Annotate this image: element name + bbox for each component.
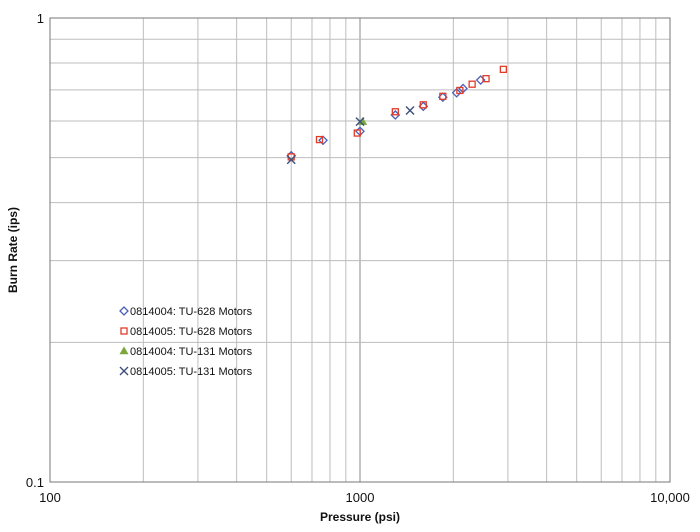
grid <box>50 18 670 482</box>
x-axis-title: Pressure (psi) <box>320 510 400 524</box>
legend-label: 0814005: TU-131 Motors <box>130 366 253 378</box>
y-axis-title: Burn Rate (ips) <box>6 207 20 293</box>
legend-diamond-marker <box>119 306 129 316</box>
diamond-data-point <box>318 135 328 146</box>
legend-label: 0814004: TU-131 Motors <box>130 346 253 358</box>
tick-labels: 100 1000 10,000 0.1 1 <box>26 11 690 505</box>
legend-label: 0814004: TU-628 Motors <box>130 306 253 318</box>
legend-x-marker <box>119 366 129 376</box>
legend-label: 0814005: TU-628 Motors <box>130 326 253 338</box>
legend-triangle-marker <box>119 346 129 355</box>
y-tick-label: 1 <box>37 11 44 26</box>
x-data-point <box>405 105 415 115</box>
legend-square-marker <box>120 327 128 335</box>
square-data-point <box>499 65 507 74</box>
square-data-point <box>419 101 427 109</box>
square-data-point <box>482 75 490 83</box>
x-tick-label: 10,000 <box>650 490 690 505</box>
square-data-point <box>468 80 476 88</box>
plot-area <box>49 17 671 483</box>
square-data-point <box>456 86 464 95</box>
square-data-point <box>391 108 399 116</box>
x-tick-label: 100 <box>39 490 61 505</box>
square-data-point <box>439 92 447 100</box>
data-points <box>286 65 507 165</box>
square-data-point <box>353 129 361 137</box>
diamond-data-point <box>451 87 462 98</box>
x-data-point <box>355 117 365 127</box>
y-tick-label: 0.1 <box>26 475 44 490</box>
x-data-point <box>286 155 296 165</box>
x-tick-label: 1000 <box>346 490 375 505</box>
square-data-point <box>315 135 324 144</box>
legend: 0814004: TU-628 Motors 0814005: TU-628 Mo… <box>119 306 253 378</box>
